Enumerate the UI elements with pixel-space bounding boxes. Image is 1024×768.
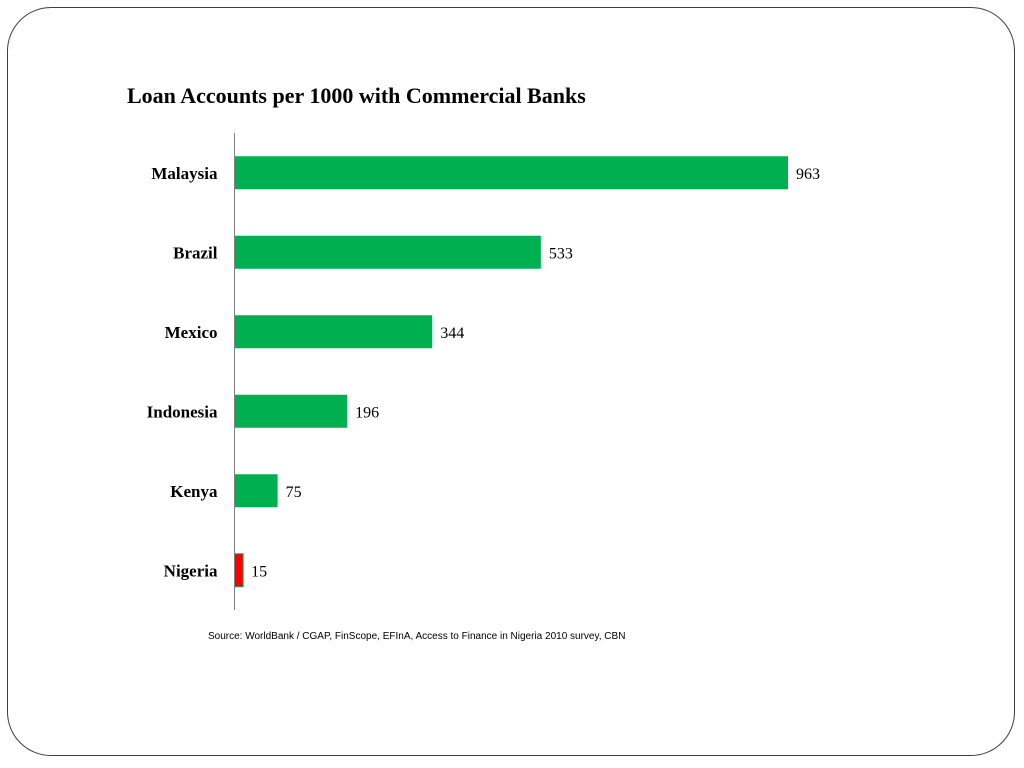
bar-indonesia: [234, 394, 348, 428]
category-label-brazil: Brazil: [173, 243, 218, 262]
bar-nigeria: [234, 553, 244, 588]
slide-frame: [7, 7, 1015, 756]
chart-title: Loan Accounts per 1000 with Commercial B…: [127, 83, 586, 108]
data-label-indonesia: 196: [355, 404, 379, 421]
source-note: Source: WorldBank / CGAP, FinScope, EFIn…: [208, 631, 626, 642]
data-label-kenya: 75: [286, 484, 302, 501]
data-label-mexico: 344: [440, 325, 464, 342]
category-label-kenya: Kenya: [170, 482, 218, 501]
bar-mexico: [234, 315, 433, 349]
bar-kenya: [234, 474, 278, 508]
category-label-indonesia: Indonesia: [147, 402, 218, 421]
data-label-nigeria: 15: [251, 563, 267, 580]
category-label-nigeria: Nigeria: [164, 561, 218, 580]
bar-malaysia: [234, 156, 788, 190]
data-label-malaysia: 963: [796, 166, 820, 183]
category-label-malaysia: Malaysia: [151, 164, 218, 183]
category-label-mexico: Mexico: [165, 323, 218, 342]
data-label-brazil: 533: [549, 245, 573, 262]
bar-brazil: [234, 235, 541, 269]
